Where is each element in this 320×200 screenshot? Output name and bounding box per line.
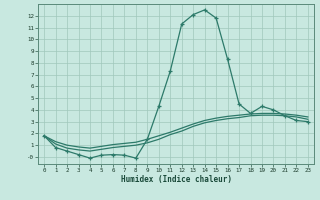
X-axis label: Humidex (Indice chaleur): Humidex (Indice chaleur) bbox=[121, 175, 231, 184]
